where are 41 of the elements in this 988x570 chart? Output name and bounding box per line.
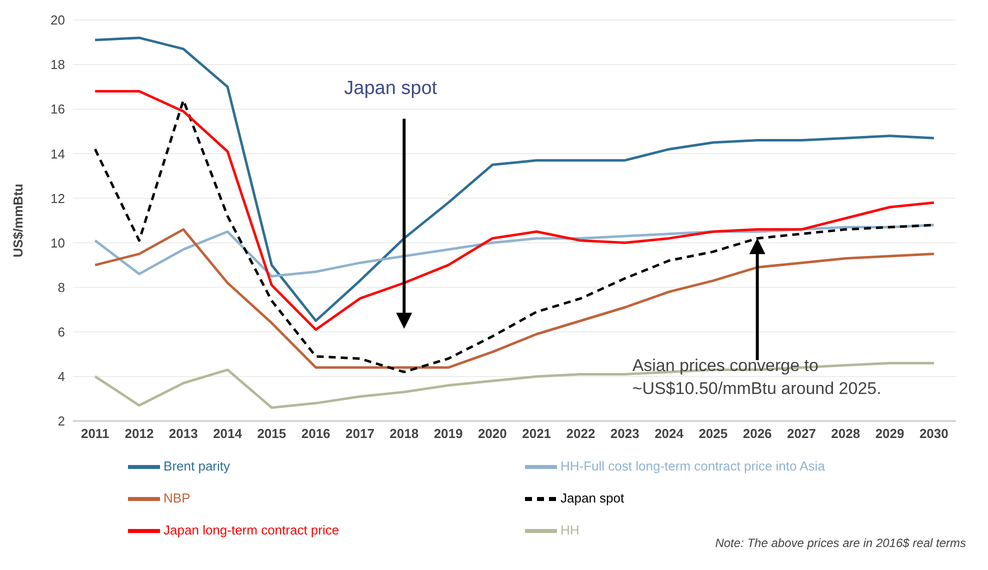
y-tick-label: 8	[58, 280, 65, 295]
x-tick-label: 2029	[875, 426, 904, 442]
y-tick-label: 10	[50, 235, 65, 250]
x-tick-label: 2028	[831, 426, 860, 442]
y-tick-label: 20	[50, 12, 65, 28]
y-tick-label: 14	[50, 146, 65, 162]
y-tick-label: 12	[50, 190, 65, 206]
x-tick-label: 2023	[610, 426, 640, 442]
annotation: Japan spot	[344, 78, 438, 99]
x-tick-label: 2019	[434, 426, 463, 442]
y-tick-label: 16	[50, 102, 65, 117]
x-tick-label: 2021	[522, 426, 552, 442]
legend-label: HH	[560, 522, 580, 538]
legend-label: HH-Full cost long-term contract price into Asia	[560, 458, 825, 474]
y-tick-label: 2	[58, 414, 65, 429]
annotation: Asian prices converge to ~US$10.50/mmBtu around 2025.	[632, 356, 882, 398]
x-tick-label: 2025	[698, 426, 728, 442]
x-tick-label: 2011	[80, 426, 110, 442]
legend-label: NBP	[164, 490, 190, 506]
x-tick-label: 2022	[566, 426, 596, 442]
x-tick-label: 2018	[390, 426, 419, 442]
x-tick-label: 2020	[478, 426, 507, 442]
y-tick-label: 4	[58, 369, 65, 384]
x-tick-label: 2017	[346, 426, 374, 442]
text: Note: The above prices are in 2016$ real terms	[714, 536, 967, 550]
x-tick-label: 2013	[168, 426, 198, 442]
x-tick-label: 2012	[124, 426, 154, 442]
x-tick-label: 2016	[301, 426, 330, 442]
y-tick-label: 6	[58, 324, 65, 340]
legend-label: Brent parity	[164, 458, 230, 474]
x-tick-label: 2015	[257, 426, 286, 442]
line-series	[94, 36, 936, 322]
x-tick-label: 2024	[654, 426, 684, 442]
x-tick-label: 2014	[213, 426, 243, 442]
legend-label: Japan long-term contract price	[164, 522, 340, 538]
y-tick-label: 18	[50, 57, 65, 72]
x-tick-label: 2026	[742, 426, 772, 442]
y-axis-title: US$/mmBtu	[10, 184, 26, 258]
legend-label: Japan spot	[560, 490, 624, 506]
x-tick-label: 2027	[787, 426, 816, 442]
x-tick-label: 2030	[919, 426, 948, 442]
